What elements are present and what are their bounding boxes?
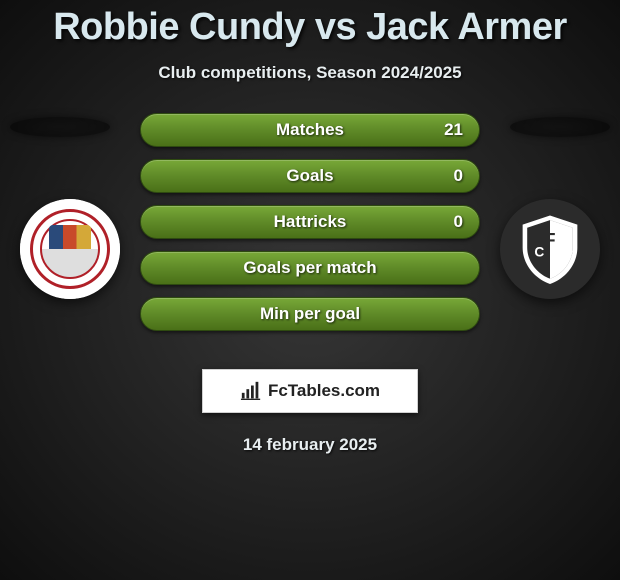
- bar-chart-icon: [240, 380, 262, 402]
- club-badge-right: F C: [500, 199, 600, 299]
- comparison-body: F C Matches 21 Goals 0 Hattricks 0 Goals…: [0, 113, 620, 353]
- shield-crest-icon: F C: [512, 211, 588, 287]
- stat-label: Matches: [276, 120, 344, 140]
- barnsley-crest-icon: [30, 209, 110, 289]
- brand-attribution[interactable]: FcTables.com: [202, 369, 418, 413]
- player-shadow-left: [10, 117, 110, 137]
- date-text: 14 february 2025: [0, 435, 620, 455]
- stat-value-right: 0: [454, 212, 463, 232]
- stat-label: Min per goal: [260, 304, 360, 324]
- player-shadow-right: [510, 117, 610, 137]
- stat-value-right: 0: [454, 166, 463, 186]
- stat-bar-hattricks: Hattricks 0: [140, 205, 480, 239]
- stat-bar-matches: Matches 21: [140, 113, 480, 147]
- stat-bar-goals: Goals 0: [140, 159, 480, 193]
- stat-label: Goals per match: [243, 258, 376, 278]
- svg-text:C: C: [534, 245, 544, 260]
- stat-bar-goals-per-match: Goals per match: [140, 251, 480, 285]
- brand-text: FcTables.com: [268, 381, 380, 401]
- page-title: Robbie Cundy vs Jack Armer: [0, 0, 620, 49]
- svg-text:F: F: [544, 229, 555, 250]
- stat-bar-min-per-goal: Min per goal: [140, 297, 480, 331]
- club-badge-left: [20, 199, 120, 299]
- stat-value-right: 21: [444, 120, 463, 140]
- page-subtitle: Club competitions, Season 2024/2025: [0, 63, 620, 83]
- stat-label: Hattricks: [274, 212, 347, 232]
- stat-label: Goals: [286, 166, 333, 186]
- stat-bars: Matches 21 Goals 0 Hattricks 0 Goals per…: [140, 113, 480, 343]
